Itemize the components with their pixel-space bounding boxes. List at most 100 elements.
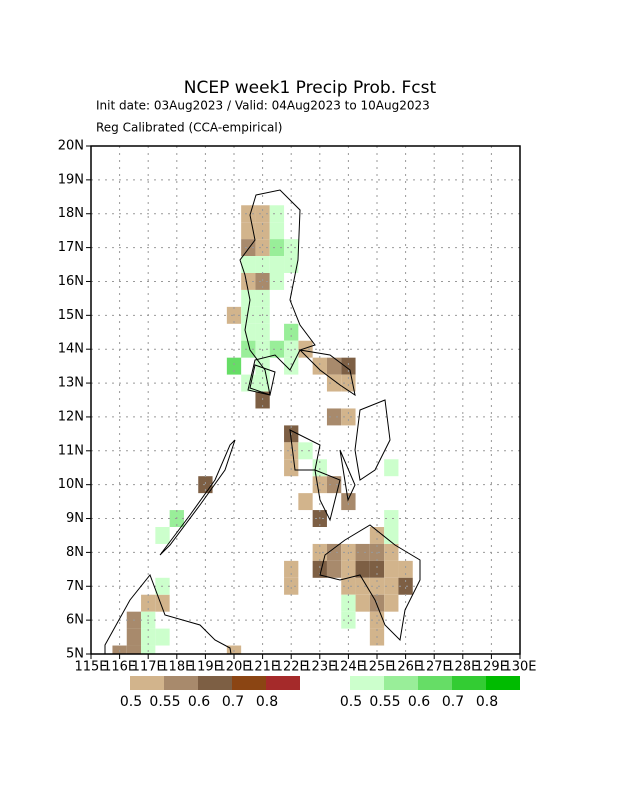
prob-cell bbox=[341, 493, 356, 511]
prob-cell bbox=[384, 560, 399, 578]
prob-cell bbox=[226, 645, 242, 654]
prob-cell bbox=[284, 560, 299, 578]
y-tick-label: 16N bbox=[58, 274, 84, 289]
x-tick-label: 123E bbox=[303, 660, 336, 675]
y-tick-label: 12N bbox=[58, 409, 84, 424]
prob-cell bbox=[284, 239, 299, 257]
y-tick-label: 5N bbox=[66, 647, 84, 662]
prob-cell bbox=[312, 476, 327, 494]
prob-cell bbox=[355, 577, 370, 595]
prob-cell bbox=[298, 442, 313, 460]
x-tick-label: 116E bbox=[103, 660, 136, 675]
x-tick-label: 126E bbox=[389, 660, 422, 675]
prob-cell bbox=[141, 645, 156, 654]
y-tick-label: 19N bbox=[58, 172, 84, 187]
legend-swatch bbox=[130, 676, 164, 690]
prob-cell bbox=[241, 289, 256, 307]
legend-swatch bbox=[198, 676, 232, 690]
prob-cell bbox=[341, 611, 356, 629]
legend-label: 0.5 bbox=[120, 694, 142, 710]
prob-cell bbox=[155, 628, 170, 646]
prob-cell bbox=[284, 256, 299, 273]
prob-cell bbox=[355, 560, 370, 578]
prob-cell bbox=[241, 273, 256, 290]
prob-cell bbox=[398, 577, 413, 595]
coastline bbox=[298, 349, 356, 397]
prob-cell bbox=[369, 527, 385, 544]
y-tick-label: 20N bbox=[58, 139, 84, 154]
prob-cell bbox=[326, 543, 342, 561]
x-tick-label: 115E bbox=[74, 660, 107, 675]
coastline bbox=[159, 439, 236, 556]
prob-cell bbox=[326, 408, 342, 426]
prob-cell bbox=[269, 239, 285, 257]
legend-swatch bbox=[486, 676, 520, 690]
legend-swatch bbox=[164, 676, 198, 690]
prob-cell bbox=[284, 323, 299, 341]
prob-cell bbox=[398, 560, 413, 578]
y-tick-label: 9N bbox=[66, 511, 84, 526]
prob-cell bbox=[384, 543, 399, 561]
legend-label: 0.6 bbox=[188, 694, 210, 710]
cells bbox=[112, 205, 413, 654]
axes: 115E116E117E118E119E120E121E122E123E124E… bbox=[58, 139, 537, 675]
prob-cell bbox=[326, 560, 342, 578]
prob-cell bbox=[269, 340, 285, 358]
prob-cell bbox=[284, 577, 299, 595]
y-tick-label: 13N bbox=[58, 376, 84, 391]
y-tick-label: 8N bbox=[66, 545, 84, 560]
subtitle: Init date: 03Aug2023 / Valid: 04Aug2023 … bbox=[96, 99, 430, 113]
prob-cell bbox=[255, 273, 270, 290]
legend-swatch bbox=[418, 676, 452, 690]
x-tick-label: 122E bbox=[275, 660, 308, 675]
x-tick-label: 127E bbox=[418, 660, 451, 675]
chart-title: NCEP week1 Precip Prob. Fcst bbox=[184, 78, 437, 98]
prob-cell bbox=[341, 357, 356, 375]
prob-cell bbox=[155, 527, 170, 544]
prob-cell bbox=[369, 577, 385, 595]
prob-cell bbox=[298, 493, 313, 511]
x-tick-label: 117E bbox=[132, 660, 165, 675]
legend-swatch bbox=[452, 676, 486, 690]
prob-cell bbox=[255, 289, 270, 307]
prob-cell bbox=[255, 374, 270, 392]
legend: 0.5 0.55 0.6 0.7 0.8 0.5 0.55 0.6 0.7 0.8 bbox=[120, 676, 520, 710]
y-tick-label: 7N bbox=[66, 579, 84, 594]
prob-cell bbox=[255, 323, 270, 341]
y-tick-label: 15N bbox=[58, 308, 84, 323]
coastline bbox=[354, 399, 391, 481]
legend-swatch bbox=[232, 676, 266, 690]
prob-cell bbox=[141, 594, 156, 612]
subtitle: Reg Calibrated (CCA-empirical) bbox=[96, 121, 282, 135]
plot-frame bbox=[90, 145, 521, 655]
coastline bbox=[104, 574, 232, 654]
prob-cell bbox=[355, 594, 370, 612]
prob-cell bbox=[312, 560, 327, 578]
legend-label: 0.55 bbox=[149, 694, 180, 710]
prob-cell bbox=[241, 306, 256, 324]
prob-cell bbox=[284, 459, 299, 477]
prob-cell bbox=[269, 273, 285, 290]
legend-label: 0.7 bbox=[222, 694, 244, 710]
legend-label: 0.7 bbox=[442, 694, 464, 710]
coastline bbox=[239, 189, 316, 396]
prob-cell bbox=[241, 256, 256, 273]
prob-cell bbox=[369, 611, 385, 629]
prob-cell bbox=[255, 256, 270, 273]
legend-label: 0.55 bbox=[369, 694, 400, 710]
prob-cell bbox=[326, 374, 342, 392]
y-tick-label: 10N bbox=[58, 477, 84, 492]
prob-cell bbox=[284, 357, 299, 375]
prob-cell bbox=[312, 357, 327, 375]
x-tick-label: 121E bbox=[246, 660, 279, 675]
prob-cell bbox=[255, 205, 270, 223]
x-tick-label: 130E bbox=[503, 660, 536, 675]
legend-swatch bbox=[350, 676, 384, 690]
prob-cell bbox=[298, 340, 313, 358]
prob-cell bbox=[341, 408, 356, 426]
prob-cell bbox=[384, 594, 399, 612]
coastline bbox=[319, 524, 421, 642]
prob-cell bbox=[241, 323, 256, 341]
prob-cell bbox=[341, 560, 356, 578]
legend-label: 0.8 bbox=[256, 694, 278, 710]
